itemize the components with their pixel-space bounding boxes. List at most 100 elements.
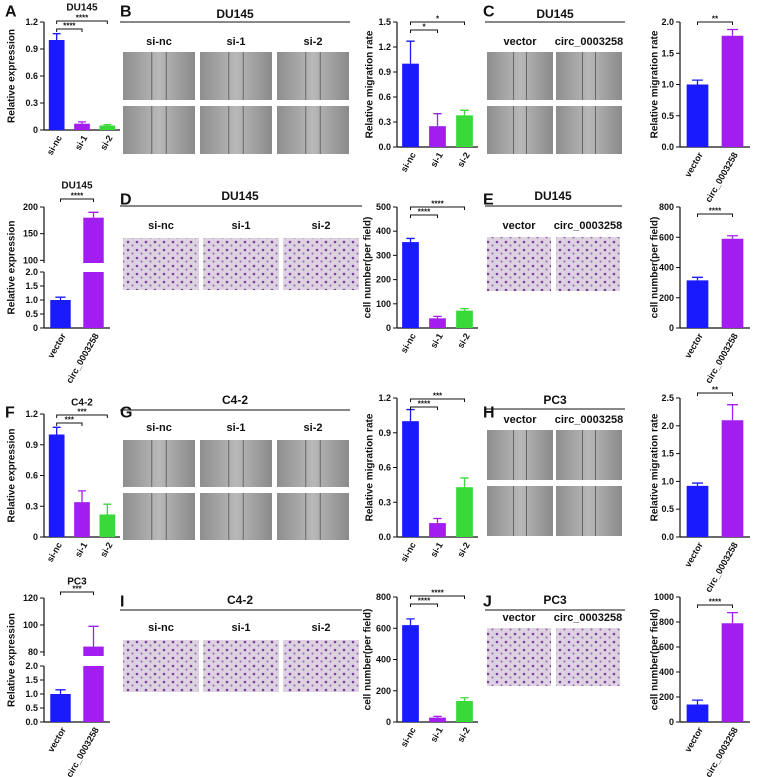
error-bar	[406, 237, 415, 243]
y-tick-label: 0.3	[25, 501, 38, 511]
error-bar	[52, 33, 61, 40]
error-bar	[692, 699, 703, 705]
y-tick-label: 1.2	[378, 42, 391, 52]
x-tick-label: si-nc	[399, 541, 418, 564]
bar	[402, 421, 419, 537]
micrograph	[123, 640, 199, 692]
y-tick-label: 0.5	[661, 111, 674, 121]
micrograph	[283, 238, 359, 290]
bar	[83, 217, 104, 263]
image-label: circ_0003258	[555, 414, 624, 426]
error-bar	[692, 482, 703, 486]
error-bar	[55, 689, 66, 694]
y-tick-label: 800	[376, 592, 391, 602]
x-tick-label: circ_0003258	[703, 332, 740, 386]
x-tick-label: si-nc	[399, 151, 418, 174]
significance-label: **	[712, 15, 719, 24]
y-axis-label: Relative migration rate	[365, 413, 376, 521]
y-axis-label: Relative expression	[7, 429, 18, 523]
panel-letter: A	[5, 4, 17, 21]
bar	[99, 125, 116, 130]
y-tick-label: 0	[386, 323, 391, 333]
y-tick-label: 400	[659, 263, 674, 273]
y-axis-label: cell number(per field)	[650, 609, 661, 711]
micrograph	[277, 52, 349, 100]
significance-bracket	[697, 21, 733, 25]
y-tick-label: 0.3	[378, 497, 391, 507]
chart-title: DU145	[61, 181, 93, 192]
bar	[50, 694, 71, 722]
significance-bracket	[410, 398, 465, 402]
panel-letter: F	[5, 405, 15, 422]
image-label: circ_0003258	[554, 612, 623, 624]
x-tick-label: circ_0003258	[64, 332, 101, 386]
significance-bracket	[410, 595, 465, 599]
micrograph	[123, 106, 195, 154]
significance-bracket	[410, 21, 465, 25]
y-tick-label: 1.5	[378, 17, 391, 27]
x-tick-label: si-2	[455, 726, 471, 744]
significance-label: ****	[709, 207, 722, 216]
image-label: vector	[502, 220, 536, 232]
image-panel-title: PC3	[543, 393, 567, 407]
error-bar	[433, 517, 442, 524]
micrograph	[123, 238, 199, 290]
image-label: circ_0003258	[555, 36, 624, 48]
error-bar	[692, 79, 703, 85]
y-axis-label: Relative migration rate	[650, 413, 661, 521]
bar	[721, 623, 744, 722]
chart-title: DU145	[66, 3, 98, 14]
error-bar	[406, 618, 415, 626]
micrograph	[556, 430, 622, 480]
error-bar	[460, 697, 469, 701]
bar	[429, 126, 446, 147]
image-panel-title: PC3	[543, 593, 567, 607]
y-tick-label: 0.5	[25, 703, 38, 713]
error-bar	[406, 40, 415, 64]
error-bar	[460, 477, 469, 488]
x-tick-label: vector	[683, 331, 705, 360]
significance-label: ****	[431, 589, 444, 598]
y-tick-label: 100	[23, 620, 38, 630]
significance-label: ***	[72, 585, 82, 594]
significance-bracket	[410, 603, 438, 607]
y-axis-label: Relative migration rate	[365, 30, 376, 138]
image-panel-title: C4-2	[222, 393, 248, 407]
panel-letter: E	[483, 192, 494, 209]
x-tick-label: si-2	[98, 541, 114, 559]
significance-label: ****	[418, 208, 431, 217]
significance-bracket	[410, 206, 465, 210]
error-bar	[692, 276, 703, 281]
image-label: si-2	[312, 220, 331, 232]
y-tick-label: 1.0	[661, 80, 674, 90]
y-tick-label: 0.6	[378, 92, 391, 102]
micrograph	[487, 430, 553, 480]
significance-label: ****	[418, 400, 431, 409]
significance-label: ****	[418, 597, 431, 606]
y-tick-label: 1.2	[25, 17, 38, 27]
image-label: si-2	[304, 422, 323, 434]
significance-bracket	[410, 214, 438, 218]
significance-label: ***	[65, 416, 75, 425]
y-tick-label: 0.0	[25, 717, 38, 727]
image-panel-title: DU145	[221, 189, 259, 203]
y-tick-label: 0	[33, 323, 38, 333]
error-bar	[55, 296, 66, 300]
x-tick-label: si-2	[455, 332, 471, 350]
y-tick-label: 2.0	[25, 267, 38, 277]
significance-bracket	[410, 406, 438, 410]
image-panel-title: DU145	[536, 7, 574, 21]
y-tick-label: 0	[386, 717, 391, 727]
y-tick-label: 0.6	[378, 463, 391, 473]
error-bar	[406, 408, 415, 422]
error-bar	[433, 113, 442, 127]
x-tick-label: vector	[683, 725, 705, 754]
x-tick-label: si-1	[428, 726, 444, 744]
x-tick-label: si-nc	[45, 541, 64, 564]
x-tick-label: circ_0003258	[703, 541, 740, 595]
y-tick-label: 0.3	[378, 117, 391, 127]
y-tick-label: 2.0	[661, 17, 674, 27]
bar	[686, 84, 709, 147]
x-tick-label: vector	[46, 331, 68, 360]
